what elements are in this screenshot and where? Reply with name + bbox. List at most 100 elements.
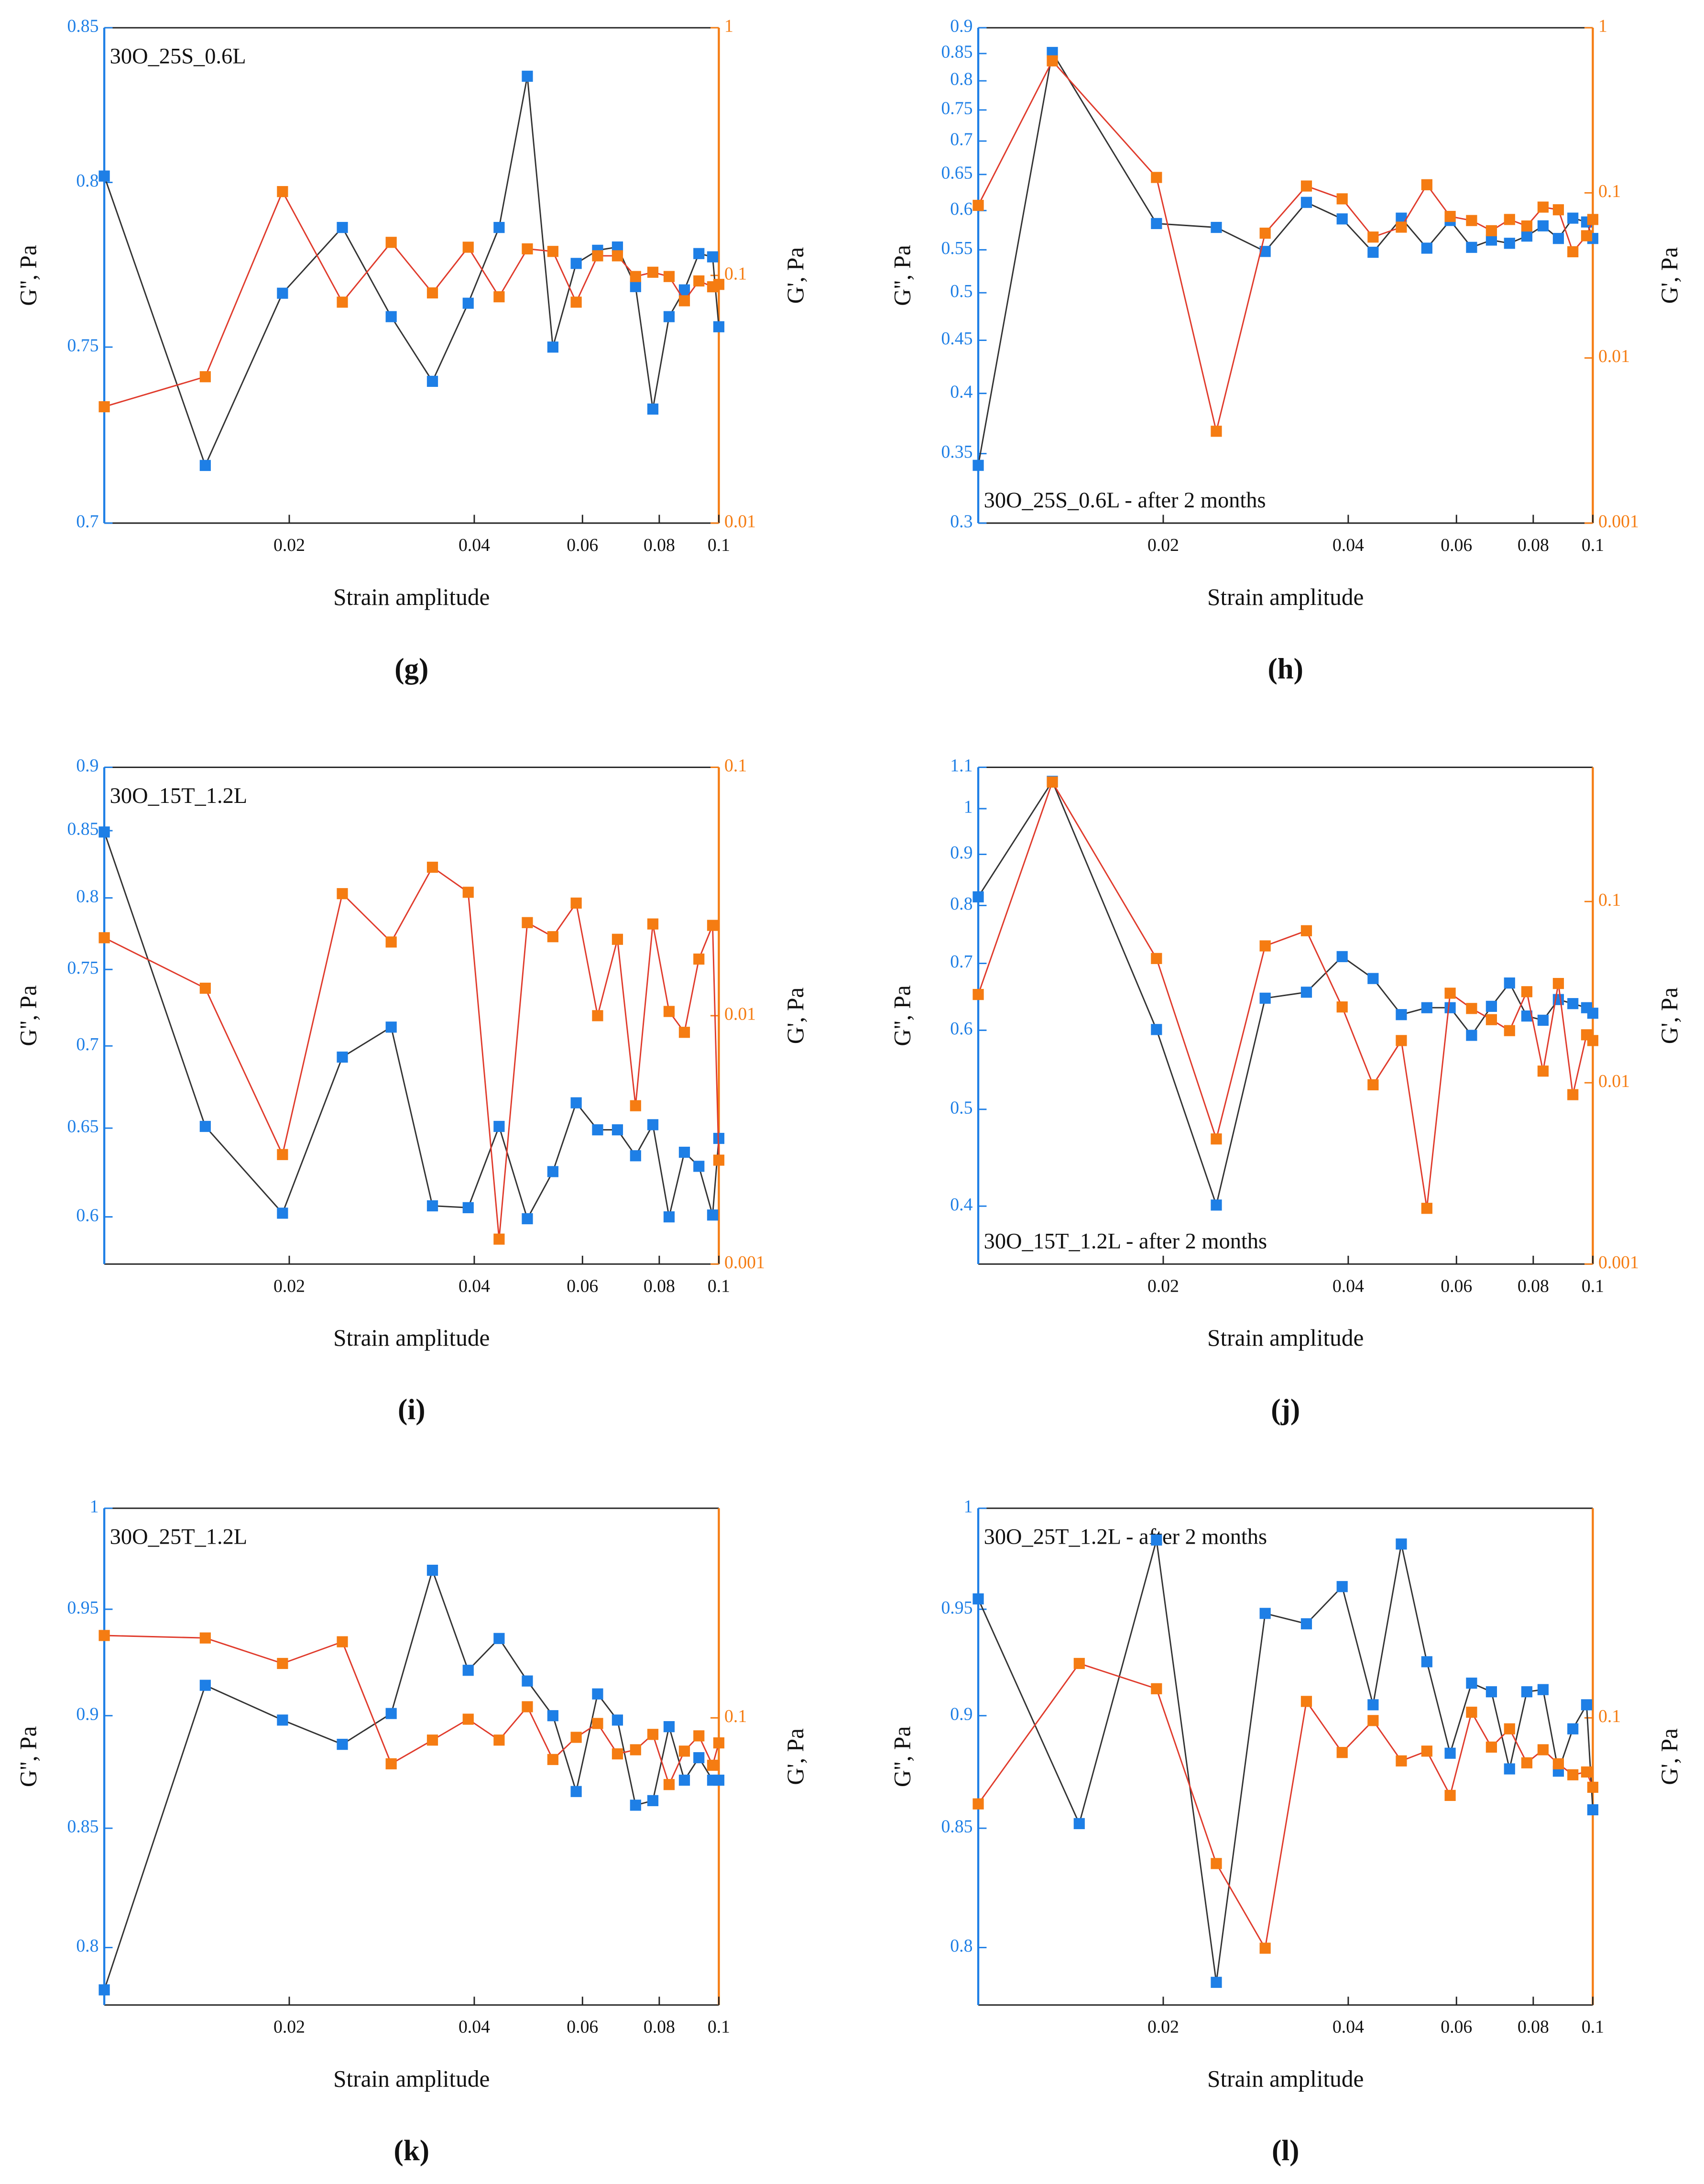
marker: [1581, 230, 1593, 241]
marker: [630, 1100, 641, 1111]
marker: [1466, 1030, 1477, 1041]
marker: [98, 932, 110, 944]
marker: [1567, 998, 1579, 1010]
y-tick-label: 0.7: [950, 952, 972, 972]
x-tick-label: 0.1: [1582, 535, 1604, 555]
marker: [462, 297, 474, 309]
marker: [972, 1798, 984, 1810]
marker: [1300, 1696, 1312, 1707]
panel-label: (l): [1272, 2135, 1300, 2167]
marker: [1336, 951, 1348, 962]
marker: [1567, 1723, 1579, 1734]
y-axis-title: G'', Pa: [15, 245, 42, 306]
y2-tick-label: 0.1: [1598, 181, 1621, 201]
marker: [199, 982, 211, 994]
x-tick-label: 0.04: [1333, 1276, 1364, 1296]
marker: [1367, 246, 1379, 258]
marker: [972, 460, 984, 471]
y-tick-label: 1.1: [950, 756, 972, 776]
marker: [1259, 227, 1271, 239]
y-tick-label: 0.8: [76, 171, 98, 191]
marker: [612, 933, 623, 945]
y2-axis-title: G', Pa: [782, 988, 808, 1044]
y2-tick-label: 0.01: [1598, 346, 1630, 366]
marker: [1073, 1657, 1085, 1669]
y2-axis-title: G', Pa: [1656, 988, 1682, 1044]
marker: [1300, 1618, 1312, 1630]
marker: [547, 1710, 558, 1722]
marker: [663, 1779, 675, 1790]
marker: [1211, 1976, 1222, 1988]
marker: [612, 241, 623, 253]
x-tick-label: 0.04: [459, 2017, 490, 2037]
marker: [1537, 201, 1549, 213]
panel: 0.02 0.04 0.06 0.08 0.1 0.8 0.85 0.9 0.95 1 0.1 Str…: [889, 1497, 1683, 2167]
marker: [647, 266, 659, 278]
marker: [1336, 1001, 1348, 1013]
marker: [1396, 1009, 1407, 1021]
x-axis-title: Strain amplitude: [333, 1325, 490, 1351]
marker: [678, 1745, 690, 1757]
series-line: [103, 1568, 719, 1990]
marker: [1444, 1789, 1456, 1801]
series-line: [977, 50, 1594, 466]
marker: [1300, 197, 1312, 208]
marker: [1367, 973, 1379, 984]
marker: [1421, 1203, 1432, 1214]
marker: [1259, 246, 1271, 257]
marker: [522, 243, 533, 255]
marker: [1486, 1014, 1497, 1025]
marker: [493, 1734, 505, 1746]
marker: [1367, 1715, 1379, 1726]
x-tick-label: 0.1: [1582, 1276, 1604, 1296]
marker: [713, 279, 725, 290]
marker: [1367, 1699, 1379, 1711]
x-tick-label: 0.06: [1441, 535, 1472, 555]
marker: [693, 275, 705, 287]
marker: [570, 296, 582, 308]
y-axis-title: G'', Pa: [15, 1726, 42, 1787]
marker: [462, 887, 474, 898]
marker: [1587, 214, 1599, 225]
marker: [1211, 1858, 1222, 1869]
y2-tick-label: 1: [724, 16, 733, 36]
y2-tick-label: 0.01: [1598, 1071, 1630, 1091]
y-axis-title: G'', Pa: [15, 985, 42, 1046]
marker: [592, 1718, 603, 1729]
series-line: [977, 780, 1594, 1208]
marker: [1537, 1014, 1549, 1026]
marker: [522, 70, 533, 82]
marker: [1552, 233, 1564, 244]
y2-tick-label: 1: [1598, 16, 1607, 36]
marker: [1581, 1766, 1593, 1778]
y-tick-label: 0.85: [67, 1817, 98, 1837]
y2-tick-label: 0.01: [724, 1004, 756, 1024]
marker: [1047, 47, 1058, 58]
marker: [1396, 1035, 1407, 1046]
marker: [1504, 1025, 1515, 1036]
x-tick-label: 0.02: [273, 1276, 305, 1296]
marker: [1151, 218, 1162, 230]
y2-tick-label: 0.1: [724, 264, 747, 284]
marker: [385, 1758, 397, 1769]
x-tick-label: 0.06: [567, 1276, 598, 1296]
series-line: [104, 866, 720, 1240]
marker: [1211, 1133, 1222, 1145]
marker: [98, 401, 110, 413]
panel: 0.02 0.04 0.06 0.08 0.1 0.4 0.5 0.6 0.7 0.8 0.9 1 1.…: [889, 756, 1683, 1426]
marker: [713, 321, 725, 332]
marker: [337, 1739, 348, 1750]
marker: [1367, 1079, 1379, 1091]
marker: [1300, 987, 1312, 998]
marker: [199, 1679, 211, 1691]
marker: [493, 291, 505, 303]
marker: [1421, 1002, 1432, 1013]
x-tick-label: 0.06: [1441, 1276, 1472, 1296]
marker: [277, 1149, 288, 1160]
y2-tick-label: 0.001: [724, 1252, 765, 1273]
series-line: [103, 832, 720, 1221]
marker: [1486, 234, 1497, 246]
y-tick-label: 0.4: [950, 1195, 972, 1215]
marker: [1259, 1943, 1271, 1954]
marker: [277, 1657, 288, 1669]
